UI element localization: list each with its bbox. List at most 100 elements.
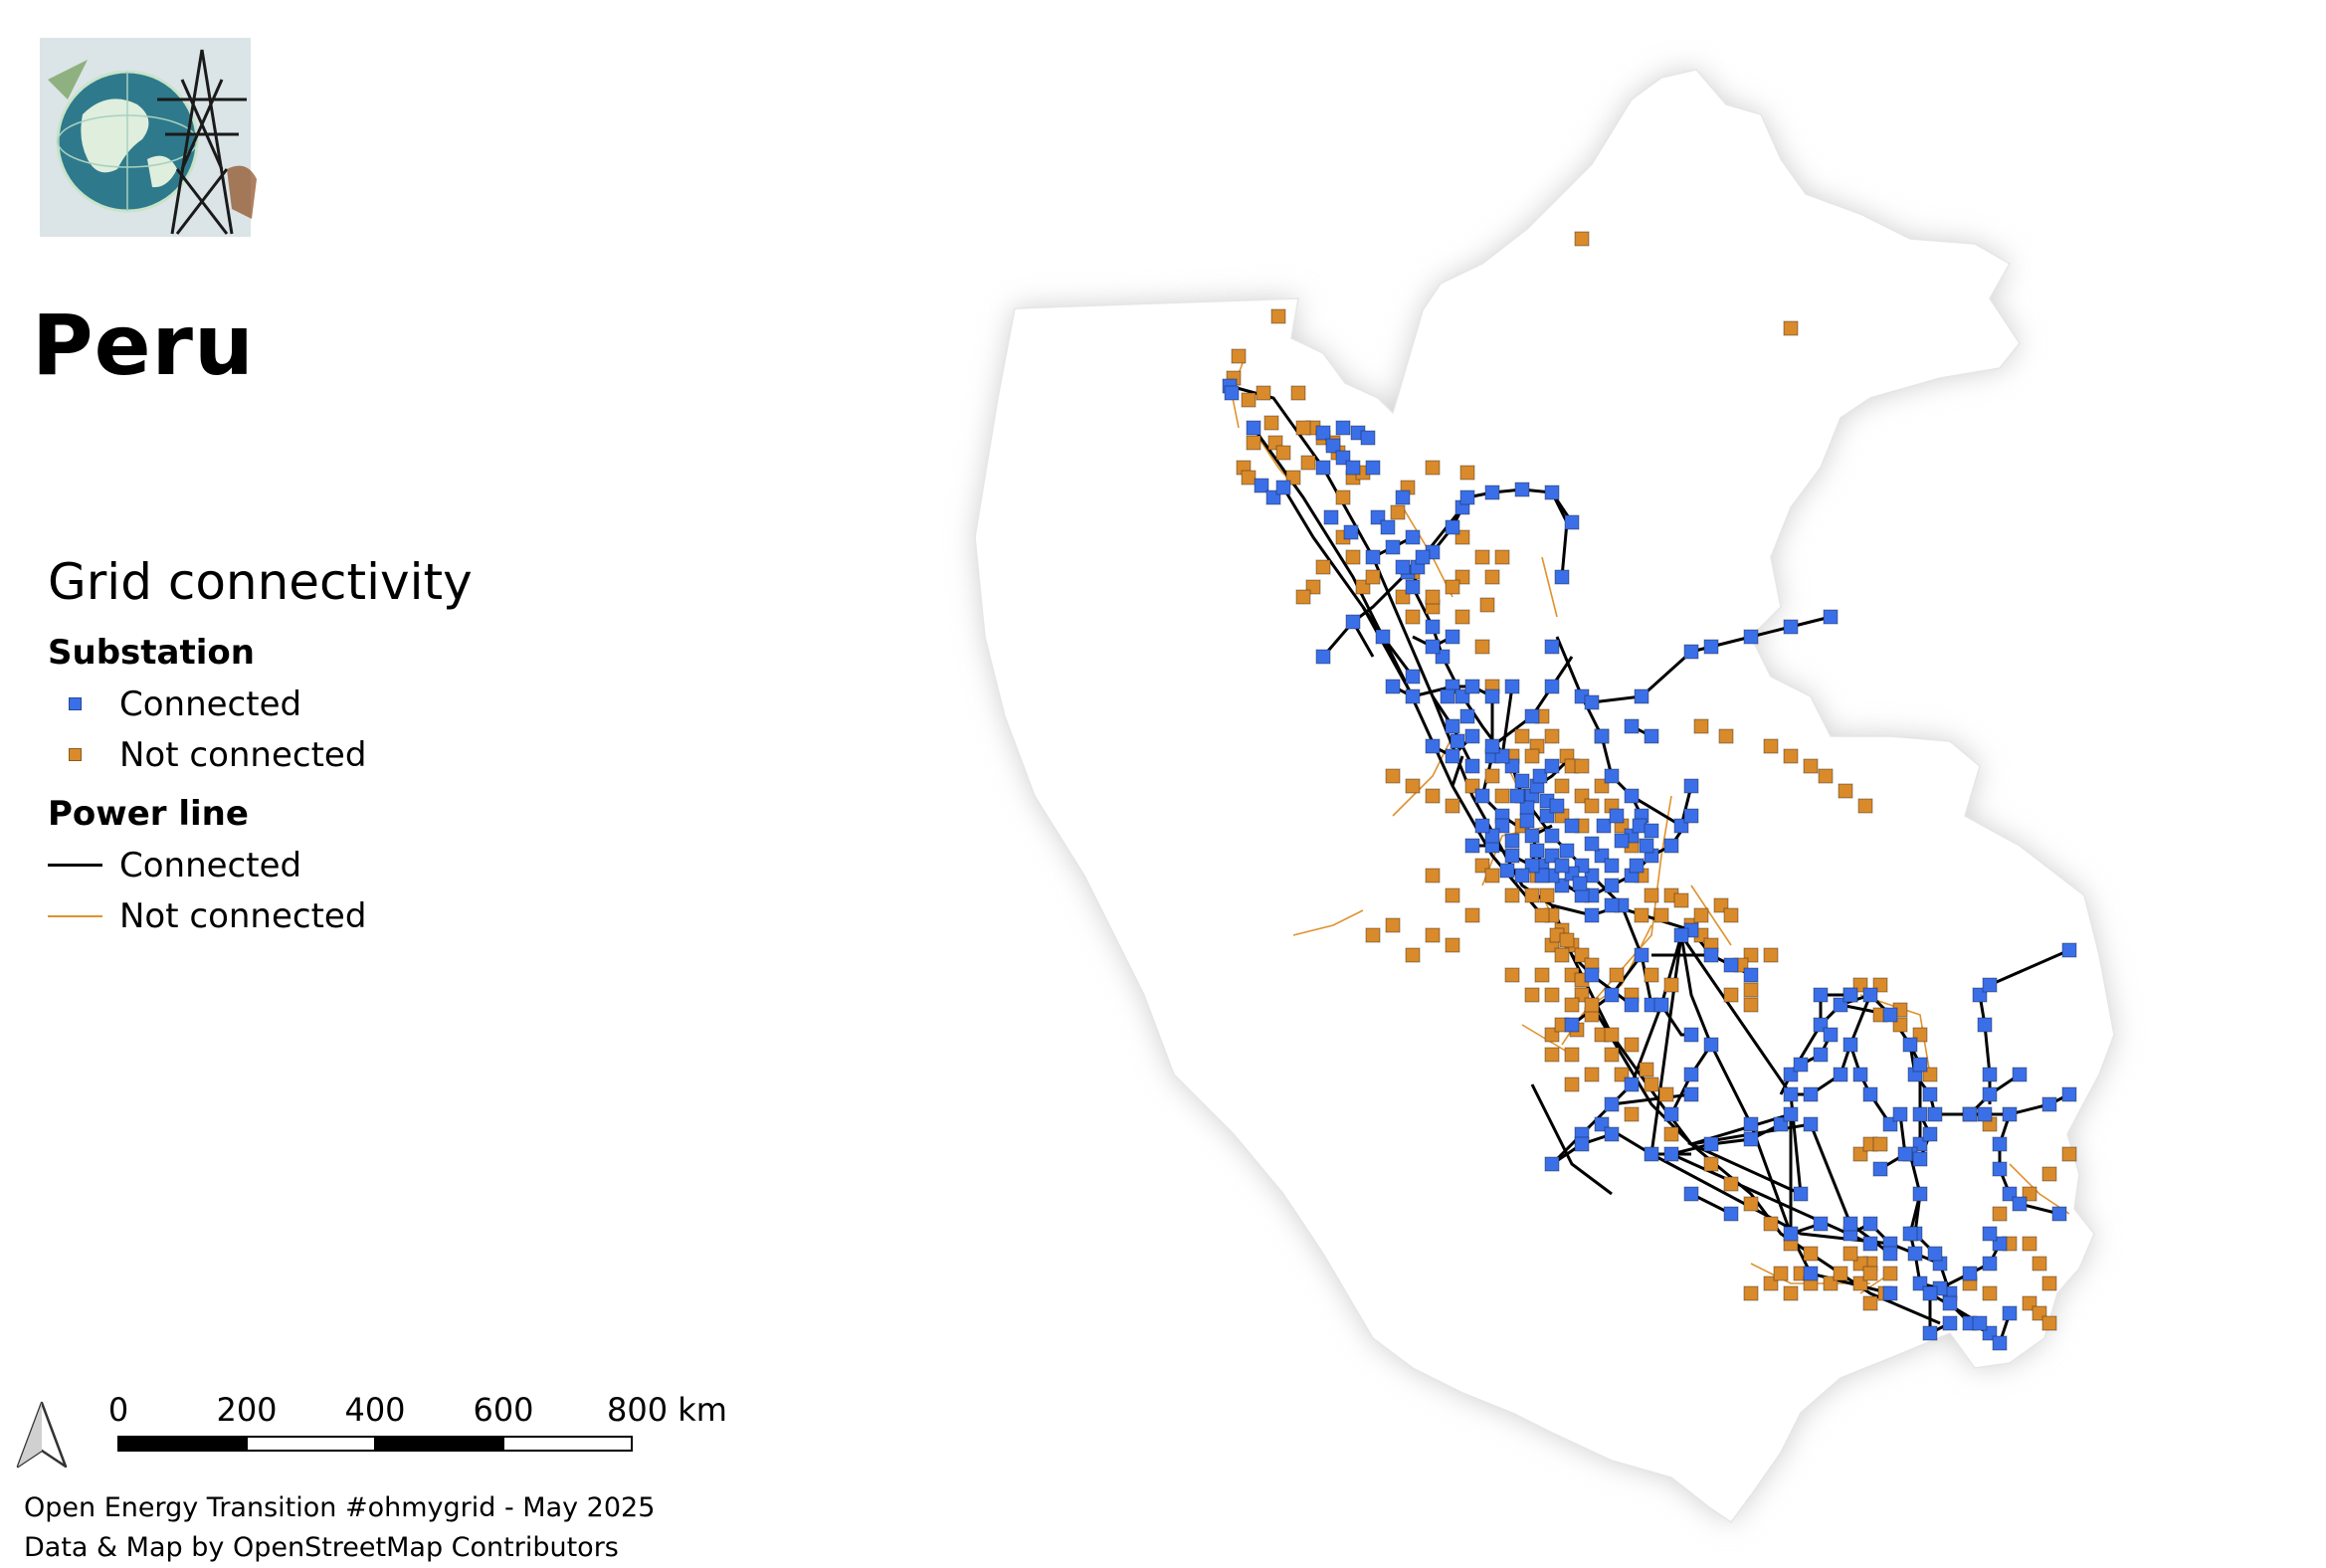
- connected-line: [1491, 656, 1574, 748]
- connected-substation: [1594, 728, 1610, 744]
- connected-substation: [1275, 480, 1291, 495]
- unconnected-substation: [1256, 385, 1271, 401]
- unconnected-substation: [1842, 1246, 1858, 1262]
- unconnected-substation: [1425, 589, 1441, 605]
- connected-substation: [1783, 619, 1799, 635]
- unconnected-substation: [1494, 788, 1510, 804]
- unconnected-substation: [1474, 549, 1490, 565]
- connected-substation: [1504, 848, 1520, 864]
- unconnected-substation: [1743, 1285, 1759, 1301]
- connected-substation: [1246, 420, 1261, 436]
- unconnected-substation: [1604, 1047, 1620, 1063]
- connected-substation: [1464, 838, 1480, 854]
- connected-substation: [1514, 482, 1530, 497]
- connected-substation: [1425, 619, 1441, 635]
- connected-substation: [2002, 1305, 2018, 1321]
- unconnected-substation: [1818, 768, 1834, 784]
- legend-label: Connected: [119, 845, 302, 885]
- unconnected-substation: [2032, 1256, 2047, 1272]
- unconnected-substation: [1295, 420, 1311, 436]
- connected-substation: [1743, 1116, 1759, 1132]
- unconnected-substation: [1763, 947, 1779, 963]
- legend-title: Grid connectivity: [48, 553, 473, 611]
- connected-substation: [1624, 1077, 1640, 1092]
- connected-substation: [1743, 1131, 1759, 1147]
- connected-substation: [1862, 1086, 1878, 1102]
- connected-substation: [1524, 828, 1540, 844]
- unconnected-substation: [1300, 455, 1316, 471]
- connected-substation: [1942, 1295, 1958, 1311]
- connected-substation: [1634, 947, 1649, 963]
- connected-substation: [1703, 947, 1719, 963]
- unconnected-substation: [1833, 1266, 1848, 1281]
- unconnected-substation: [1663, 1126, 1679, 1142]
- connected-substation: [1982, 1086, 1998, 1102]
- connected-substation: [1683, 778, 1699, 794]
- connected-substation: [1977, 1106, 1993, 1122]
- unconnected-substation: [2041, 1315, 2057, 1331]
- connected-substation: [1862, 1216, 1878, 1232]
- unconnected-substation: [1445, 887, 1460, 903]
- unconnected-substation: [1763, 1216, 1779, 1232]
- connected-substation: [1634, 688, 1649, 704]
- connected-substation: [1683, 1067, 1699, 1082]
- unconnected-substation: [1982, 1285, 1998, 1301]
- connected-substation: [1922, 1086, 1938, 1102]
- connected-substation: [1803, 1266, 1819, 1281]
- legend-power-line-title: Power line: [48, 794, 249, 834]
- connected-substation: [2061, 1086, 2077, 1102]
- unconnected-substation: [1743, 982, 1759, 998]
- unconnected-substation: [1862, 1295, 1878, 1311]
- unconnected-substation: [1315, 559, 1331, 575]
- legend-item-line-connected: Connected: [48, 840, 473, 890]
- unconnected-substation: [1295, 589, 1311, 605]
- unconnected-substation: [1544, 987, 1560, 1003]
- connected-substation: [1425, 738, 1441, 754]
- connected-substation: [1743, 967, 1759, 983]
- connected-substation: [1683, 644, 1699, 660]
- page-title: Peru: [32, 296, 255, 394]
- credits-line-2: Data & Map by OpenStreetMap Contributors: [24, 1532, 619, 1563]
- unconnected-substation: [1564, 1077, 1580, 1092]
- connected-substation: [1982, 1256, 1998, 1272]
- connected-substation: [1673, 927, 1689, 943]
- unconnected-substation: [1405, 778, 1421, 794]
- unconnected-substation: [1524, 748, 1540, 764]
- connected-substation: [1509, 788, 1525, 804]
- connected-substation: [2012, 1067, 2028, 1082]
- connected-substation: [1604, 878, 1620, 893]
- connected-substation: [1464, 758, 1480, 774]
- connected-substation: [1683, 1086, 1699, 1102]
- unconnected-substation: [1574, 231, 1590, 247]
- connected-substation: [1852, 1067, 1868, 1082]
- connected-substation: [1315, 649, 1331, 665]
- unconnected-substation: [1584, 1067, 1600, 1082]
- unconnected-substation: [1653, 907, 1669, 923]
- connected-substation: [1902, 1037, 1918, 1053]
- connected-substation: [1783, 1106, 1799, 1122]
- unconnected-substation: [1644, 887, 1659, 903]
- unconnected-substation: [1425, 788, 1441, 804]
- unconnected-substation: [1445, 798, 1460, 814]
- connected-substation: [1405, 579, 1421, 595]
- connected-substation: [1459, 708, 1475, 724]
- connected-substation: [1922, 1325, 1938, 1341]
- legend-item-substation-not-connected: Not connected: [48, 729, 473, 780]
- unconnected-substation: [1246, 435, 1261, 451]
- unconnected-substation: [1275, 445, 1291, 461]
- unconnected-substation: [1504, 887, 1520, 903]
- connected-substation: [1604, 768, 1620, 784]
- connected-substation: [1564, 514, 1580, 530]
- unconnected-substation: [1514, 728, 1530, 744]
- unconnected-substation: [1425, 868, 1441, 883]
- unconnected-substation: [1524, 987, 1540, 1003]
- unconnected-substation: [1663, 977, 1679, 993]
- connected-substation: [1474, 818, 1490, 834]
- connected-substation: [1743, 629, 1759, 645]
- connected-substation-swatch: [69, 697, 82, 710]
- unconnected-substation: [1838, 783, 1853, 799]
- legend-item-substation-connected: Connected: [48, 679, 473, 729]
- connected-substation: [1723, 957, 1739, 973]
- connected-substation: [1992, 1136, 2008, 1152]
- unconnected-substation: [1270, 308, 1286, 324]
